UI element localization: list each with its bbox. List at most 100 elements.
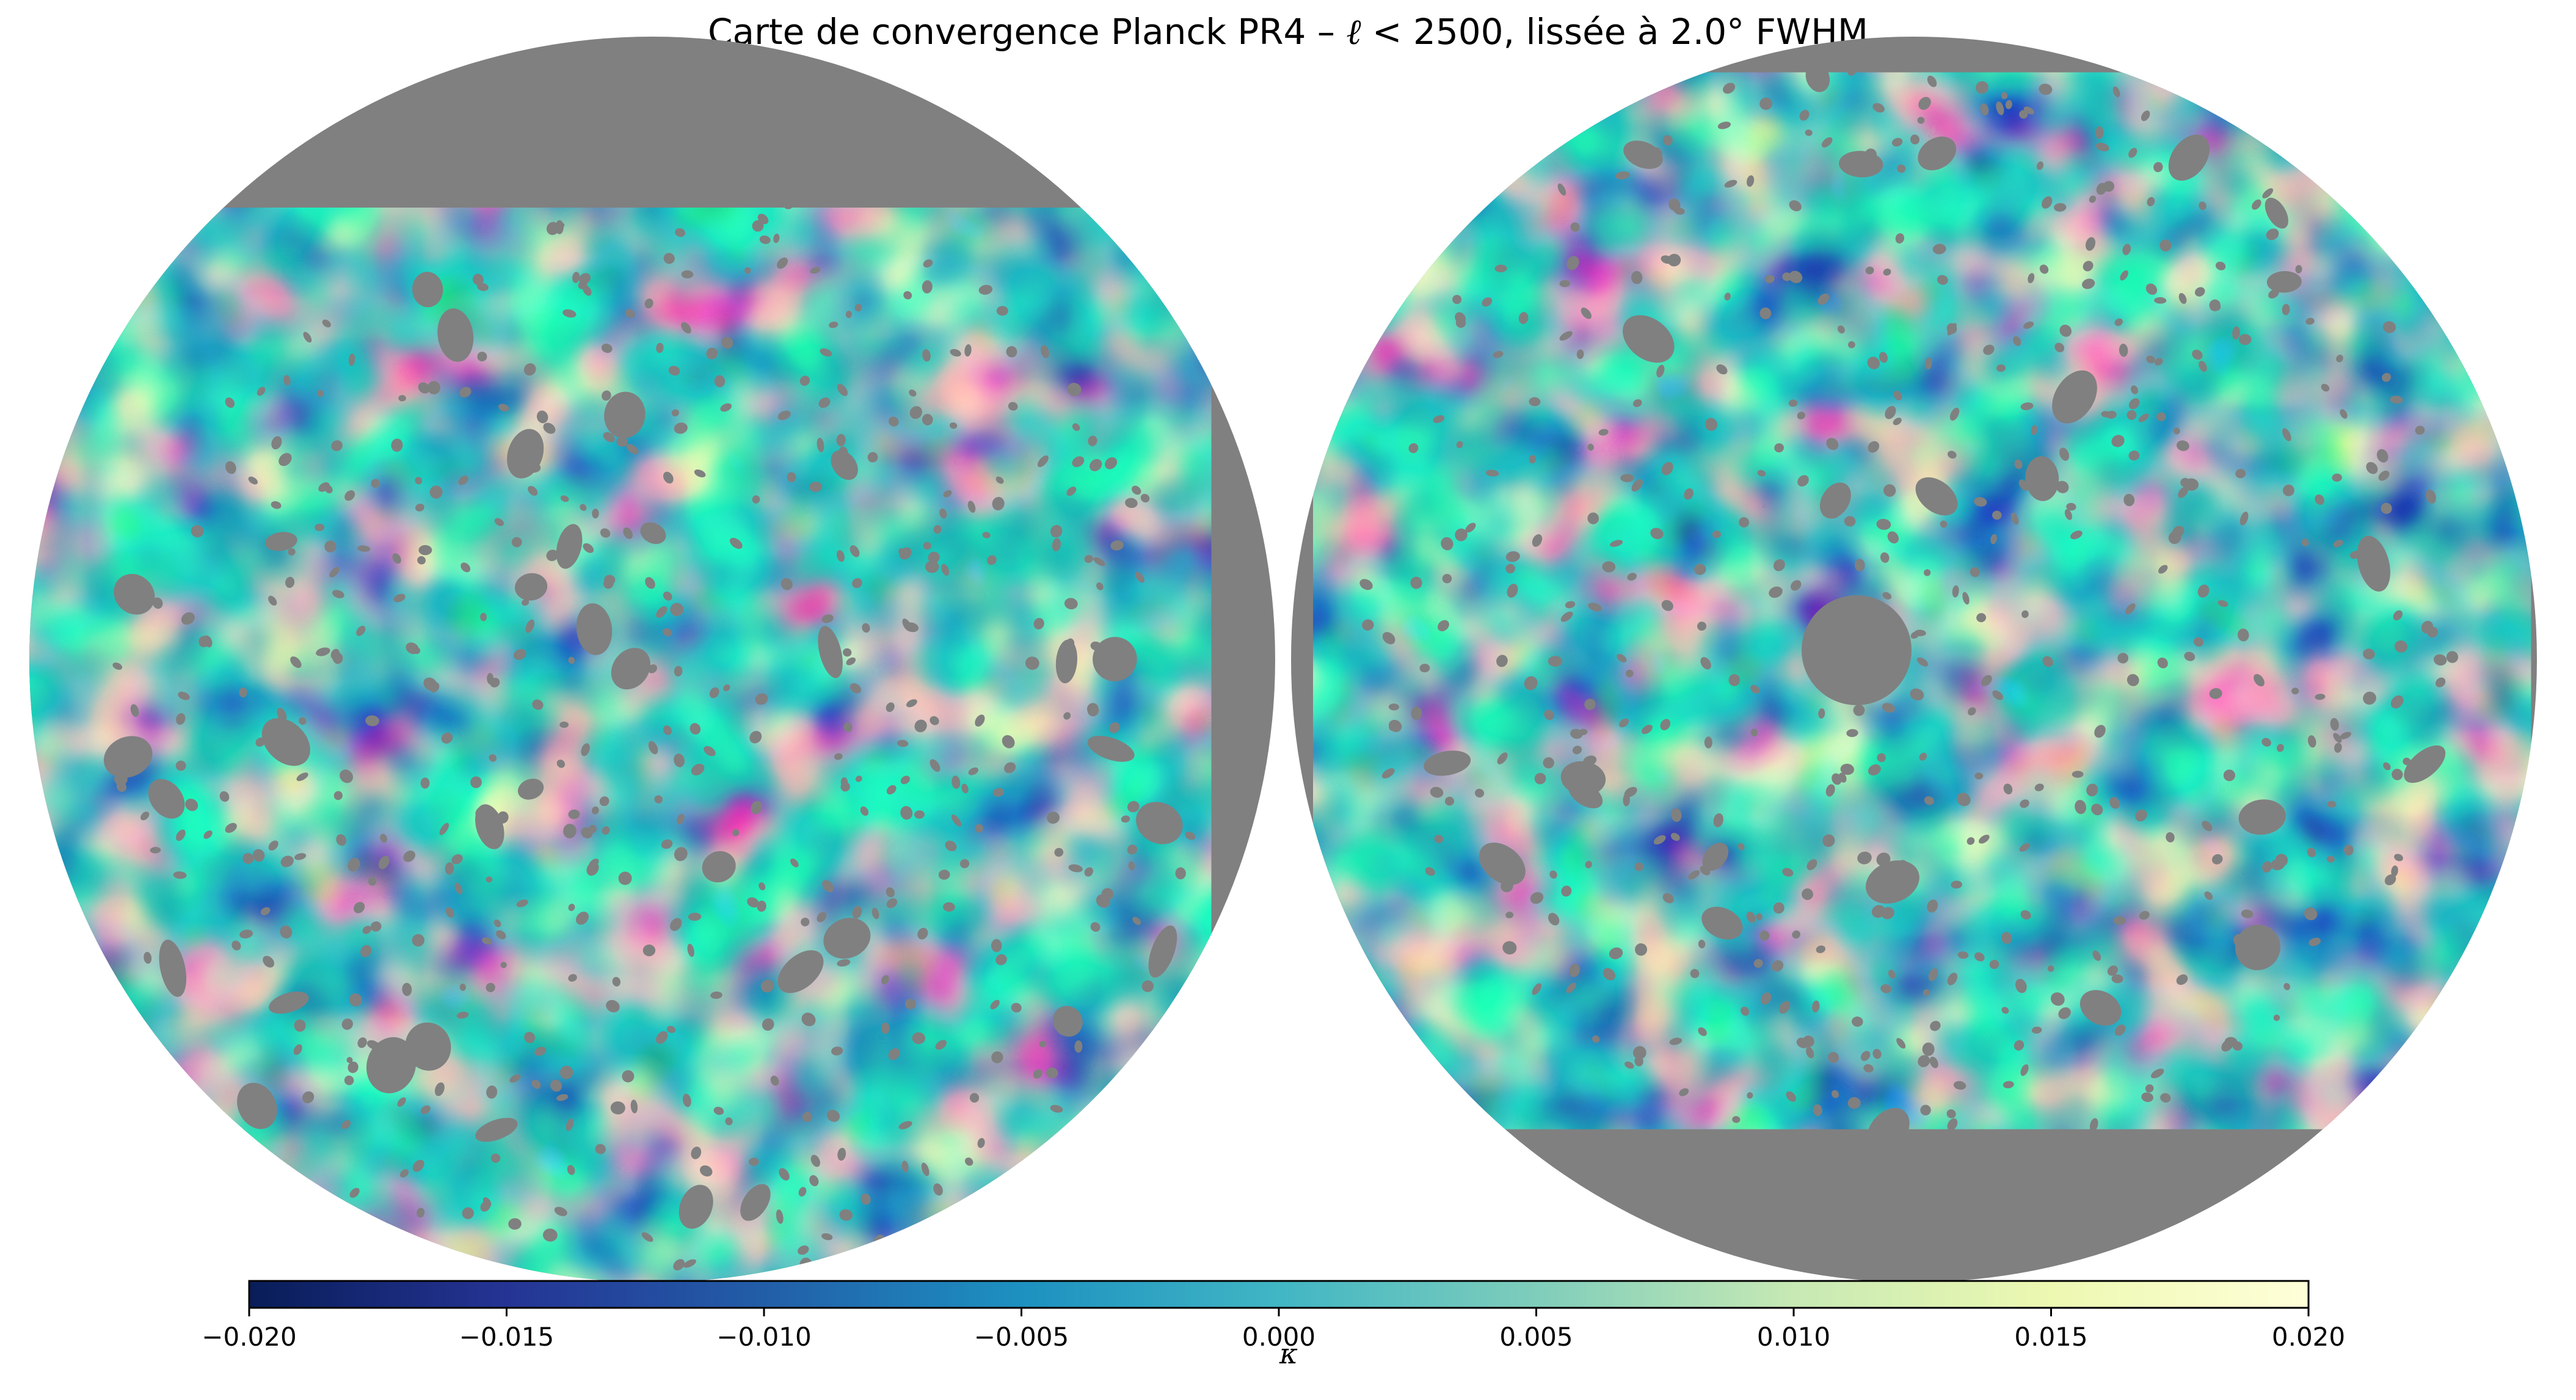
point-source-mask <box>117 766 129 778</box>
point-source-mask <box>1868 764 1881 776</box>
point-source-mask <box>914 810 925 819</box>
point-source-mask <box>681 270 694 279</box>
point-source-mask <box>1442 573 1452 584</box>
point-source-mask <box>1946 323 1957 334</box>
point-source-mask <box>405 1022 451 1071</box>
left-observed-region <box>29 208 1212 1282</box>
point-source-mask <box>1125 498 1138 509</box>
point-source-mask <box>581 743 590 756</box>
point-source-mask <box>278 452 292 466</box>
point-source-mask <box>642 944 656 957</box>
point-source-mask <box>1011 1003 1022 1013</box>
title-suffix: < 2500, lissée à 2.0° FWHM <box>1361 11 1868 53</box>
point-source-mask <box>1704 736 1712 749</box>
point-source-mask <box>661 839 673 849</box>
point-source-mask <box>826 1109 840 1122</box>
point-source-mask <box>498 404 509 412</box>
point-source-mask <box>1863 1064 1874 1073</box>
point-source-mask <box>1617 654 1627 662</box>
point-source-mask <box>271 501 282 509</box>
point-source-mask <box>454 882 463 894</box>
point-source-mask <box>1532 534 1543 547</box>
point-source-mask <box>603 432 615 443</box>
point-source-mask <box>1866 1108 1910 1155</box>
point-source-mask <box>2001 1007 2009 1014</box>
point-source-mask <box>1918 136 1957 170</box>
point-source-mask <box>1947 1118 1958 1131</box>
point-source-mask <box>1570 222 1580 232</box>
point-source-mask <box>691 763 705 775</box>
point-source-mask <box>822 880 834 893</box>
point-source-mask <box>928 551 940 564</box>
point-source-mask <box>2302 539 2309 546</box>
point-source-mask <box>987 555 997 565</box>
point-source-mask <box>534 1046 547 1056</box>
point-source-mask <box>1797 412 1806 419</box>
point-source-mask <box>473 274 484 286</box>
point-source-mask <box>950 349 961 357</box>
point-source-mask <box>1962 592 1970 605</box>
point-source-mask <box>840 777 848 787</box>
point-source-mask <box>1497 752 1508 764</box>
point-source-mask <box>790 858 799 868</box>
point-source-mask <box>854 303 862 312</box>
point-source-mask <box>415 503 424 512</box>
point-source-mask <box>2343 844 2354 856</box>
point-source-mask <box>1529 397 1541 407</box>
point-source-mask <box>2034 783 2044 791</box>
point-source-mask <box>581 827 593 839</box>
point-source-mask <box>2128 148 2138 158</box>
point-source-mask <box>922 413 933 426</box>
point-source-mask <box>1025 656 1039 670</box>
point-source-mask <box>2125 603 2136 615</box>
point-source-mask <box>1948 451 1957 459</box>
point-source-mask <box>2064 509 2072 520</box>
point-source-mask <box>2446 651 2459 663</box>
point-source-mask <box>277 708 287 722</box>
point-source-mask <box>752 220 764 232</box>
point-source-mask <box>2020 1064 2029 1076</box>
point-source-mask <box>462 1207 474 1219</box>
point-source-mask <box>1090 459 1102 471</box>
point-source-mask <box>252 849 265 862</box>
point-source-mask <box>420 1105 431 1114</box>
point-source-mask <box>1548 913 1560 926</box>
point-source-mask <box>1534 772 1546 785</box>
point-source-mask <box>2235 468 2246 479</box>
right-point-source-masks <box>1359 62 2459 1159</box>
point-source-mask <box>1566 982 1576 993</box>
point-source-mask <box>770 1075 779 1086</box>
point-source-mask <box>1877 753 1886 763</box>
point-source-mask <box>2241 909 2254 918</box>
point-source-mask <box>490 678 500 687</box>
point-source-mask <box>2001 932 2012 945</box>
point-source-mask <box>836 433 846 446</box>
point-source-mask <box>1852 1016 1863 1027</box>
point-source-mask <box>1937 275 1948 285</box>
point-source-mask <box>714 375 726 388</box>
point-source-mask <box>2054 203 2067 212</box>
point-source-mask <box>1667 253 1681 267</box>
point-source-mask <box>1559 331 1573 341</box>
point-source-mask <box>406 642 419 655</box>
colorbar-tick-label: −0.020 <box>202 1322 296 1352</box>
point-source-mask <box>1121 815 1130 823</box>
point-source-mask <box>925 560 939 573</box>
point-source-mask <box>524 1032 536 1043</box>
point-source-mask <box>1479 843 1526 885</box>
point-source-mask <box>663 725 672 735</box>
point-source-mask <box>1096 582 1104 590</box>
point-source-mask <box>991 939 1002 952</box>
point-source-mask <box>1185 831 1196 840</box>
point-source-mask <box>1925 357 1932 370</box>
point-source-mask <box>2114 1024 2126 1036</box>
point-source-mask <box>1853 704 1865 716</box>
point-source-mask <box>640 522 666 544</box>
point-source-mask <box>855 775 862 782</box>
point-source-mask <box>744 267 751 274</box>
point-source-mask <box>1505 912 1514 919</box>
point-source-mask <box>886 785 897 795</box>
point-source-mask <box>1087 705 1099 717</box>
point-source-mask <box>1990 534 1997 545</box>
